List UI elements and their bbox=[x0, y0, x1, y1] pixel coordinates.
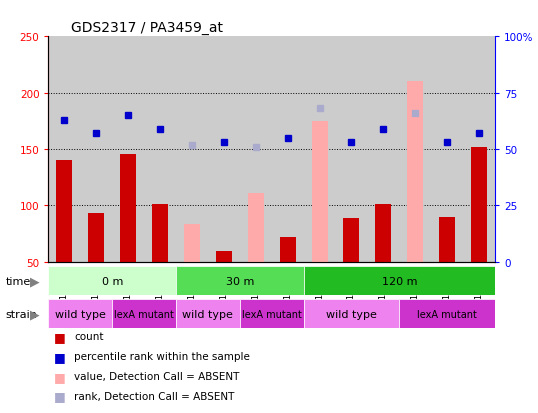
Bar bbox=[367, 37, 399, 262]
Bar bbox=[399, 299, 495, 328]
Text: value, Detection Call = ABSENT: value, Detection Call = ABSENT bbox=[74, 371, 239, 381]
Bar bbox=[303, 266, 495, 295]
Text: ■: ■ bbox=[54, 350, 66, 363]
Bar bbox=[336, 37, 367, 262]
Bar bbox=[112, 37, 144, 262]
Text: lexA mutant: lexA mutant bbox=[114, 309, 174, 319]
Bar bbox=[152, 205, 168, 262]
Text: wild type: wild type bbox=[182, 309, 233, 319]
Bar bbox=[48, 266, 176, 295]
Bar bbox=[431, 37, 463, 262]
Bar bbox=[343, 218, 359, 262]
Bar bbox=[439, 217, 455, 262]
Bar bbox=[144, 37, 176, 262]
Bar bbox=[471, 147, 487, 262]
Bar bbox=[208, 37, 240, 262]
Bar bbox=[120, 154, 136, 262]
Text: 30 m: 30 m bbox=[225, 276, 254, 286]
Text: ■: ■ bbox=[54, 389, 66, 403]
Text: percentile rank within the sample: percentile rank within the sample bbox=[74, 351, 250, 361]
Text: ▶: ▶ bbox=[30, 274, 40, 287]
Text: lexA mutant: lexA mutant bbox=[417, 309, 477, 319]
Bar bbox=[303, 37, 336, 262]
Bar bbox=[312, 121, 328, 262]
Bar bbox=[176, 266, 303, 295]
Bar bbox=[280, 237, 295, 262]
Text: ▶: ▶ bbox=[30, 307, 40, 320]
Text: GDS2317 / PA3459_at: GDS2317 / PA3459_at bbox=[71, 21, 223, 35]
Bar bbox=[88, 214, 104, 262]
Bar bbox=[303, 299, 399, 328]
Bar bbox=[112, 299, 176, 328]
Bar bbox=[56, 161, 72, 262]
Text: wild type: wild type bbox=[55, 309, 106, 319]
Bar bbox=[399, 37, 431, 262]
Bar bbox=[216, 251, 232, 262]
Text: rank, Detection Call = ABSENT: rank, Detection Call = ABSENT bbox=[74, 391, 235, 401]
Text: ■: ■ bbox=[54, 370, 66, 383]
Text: time: time bbox=[5, 276, 31, 286]
Text: ■: ■ bbox=[54, 330, 66, 343]
Text: 0 m: 0 m bbox=[102, 276, 123, 286]
Bar bbox=[48, 37, 80, 262]
Bar bbox=[376, 205, 391, 262]
Text: lexA mutant: lexA mutant bbox=[242, 309, 302, 319]
Bar bbox=[240, 37, 272, 262]
Text: strain: strain bbox=[5, 309, 37, 319]
Text: count: count bbox=[74, 332, 104, 342]
Bar bbox=[272, 37, 303, 262]
Bar bbox=[248, 194, 264, 262]
Bar bbox=[80, 37, 112, 262]
Bar bbox=[407, 82, 423, 262]
Bar bbox=[184, 224, 200, 262]
Text: 120 m: 120 m bbox=[381, 276, 417, 286]
Bar bbox=[48, 299, 112, 328]
Bar bbox=[176, 299, 240, 328]
Bar bbox=[176, 37, 208, 262]
Text: wild type: wild type bbox=[326, 309, 377, 319]
Bar bbox=[463, 37, 495, 262]
Bar bbox=[240, 299, 303, 328]
